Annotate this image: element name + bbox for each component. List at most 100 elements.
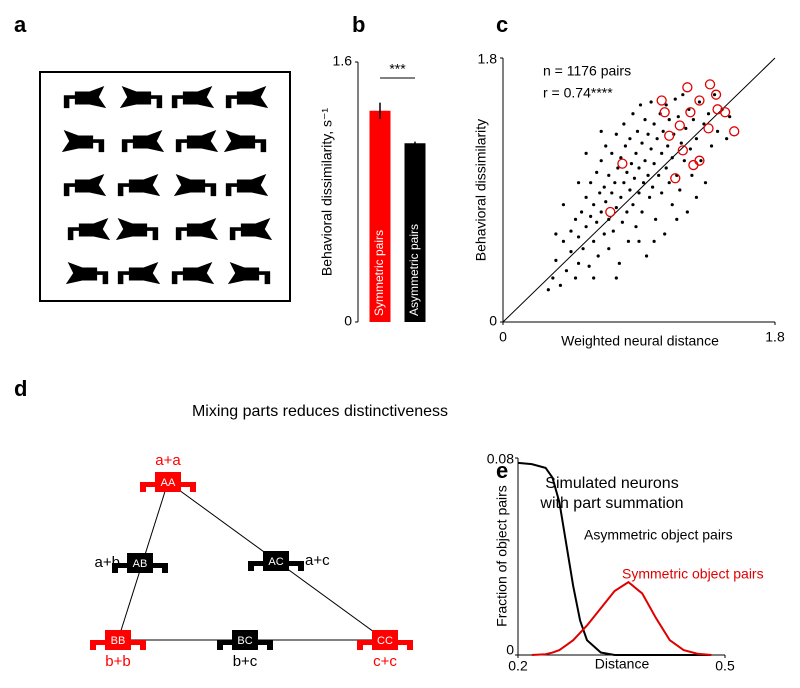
point: [690, 173, 694, 177]
stimulus-shape: [115, 218, 159, 241]
bar: [369, 110, 391, 322]
point: [709, 144, 714, 148]
point: [561, 239, 566, 243]
point: [634, 225, 638, 229]
annotation: r = 0.74****: [543, 85, 613, 101]
stimulus-shape: [117, 262, 161, 285]
x-tick-label: 0: [499, 329, 507, 345]
stimulus-shape: [67, 218, 111, 241]
point: [610, 191, 614, 195]
point: [610, 151, 614, 155]
highlight-point: [685, 107, 696, 118]
point: [599, 210, 603, 214]
category-label: Asymmetric pairs: [407, 224, 421, 316]
point: [596, 254, 600, 258]
point: [675, 217, 679, 221]
point: [584, 195, 588, 199]
node-label: a+b: [95, 554, 120, 571]
point: [625, 170, 629, 174]
point: [699, 159, 703, 163]
annotation: n = 1176 pairs: [543, 63, 631, 79]
node: AB a+b: [95, 553, 168, 573]
point: [589, 181, 593, 185]
point: [554, 232, 558, 236]
node-box: [263, 551, 289, 571]
point: [619, 195, 623, 199]
point: [632, 176, 637, 180]
point: [576, 235, 581, 239]
stimulus-shape: [121, 130, 165, 153]
x-axis-title: Distance: [595, 656, 650, 672]
point: [703, 181, 708, 185]
stimulus-grid: [61, 86, 273, 285]
x-tick-label: 0.5: [715, 658, 735, 674]
point: [661, 129, 665, 133]
point: [602, 185, 606, 189]
point: [640, 210, 644, 214]
point: [614, 132, 618, 136]
line: [531, 580, 712, 656]
point: [679, 141, 683, 145]
point: [697, 100, 702, 104]
point: [625, 210, 629, 214]
point: [664, 103, 668, 107]
point: [643, 159, 647, 163]
y-tick-label: 0: [344, 313, 352, 329]
highlight-point: [656, 95, 667, 106]
series-label: Symmetric object pairs: [622, 566, 764, 582]
highlight-point: [605, 206, 616, 218]
highlight-point: [677, 145, 688, 156]
point: [569, 250, 573, 254]
point: [579, 210, 584, 214]
stimulus-shape: [175, 218, 219, 241]
point: [682, 159, 686, 163]
point: [631, 112, 635, 116]
highlight-point: [703, 123, 714, 134]
diagram-title: Mixing parts reduces distinctiveness: [192, 403, 448, 420]
point: [576, 181, 581, 185]
point: [607, 217, 611, 221]
point: [607, 247, 611, 251]
point: [622, 181, 626, 185]
series-label: Asymmetric object pairs: [584, 527, 733, 543]
point: [604, 144, 608, 148]
point: [628, 137, 632, 141]
point: [702, 122, 706, 126]
point: [573, 276, 578, 280]
stimulus-shape: [225, 86, 269, 109]
point: [681, 93, 685, 97]
highlight-point: [688, 159, 699, 171]
point: [684, 126, 688, 130]
stimulus-shape: [63, 174, 107, 197]
point: [584, 151, 588, 155]
highlight-point: [670, 173, 681, 184]
point: [595, 220, 599, 224]
node-code: CC: [377, 635, 393, 647]
x-tick-label: 1.8: [765, 329, 785, 345]
point: [554, 258, 558, 262]
stimulus-shape: [175, 130, 219, 153]
node-code: AA: [161, 477, 176, 489]
point: [604, 200, 608, 204]
stimulus-shape: [63, 86, 107, 109]
highlight-point: [694, 95, 705, 106]
point: [576, 261, 581, 265]
stimulus-shape: [173, 174, 217, 197]
point: [663, 232, 667, 236]
point: [660, 191, 664, 195]
point: [685, 210, 689, 214]
point: [599, 159, 603, 163]
point: [678, 188, 682, 192]
point: [634, 151, 638, 155]
node-box: [372, 630, 398, 650]
y-axis-title: Behavioral dissimilarity, s⁻¹: [319, 108, 335, 277]
point: [643, 118, 647, 122]
y-tick-label: 0: [489, 313, 497, 329]
panel-label: d: [14, 376, 27, 401]
point: [613, 181, 617, 185]
node: AC a+c: [248, 551, 330, 571]
point: [626, 239, 631, 243]
point: [589, 214, 593, 218]
point: [667, 181, 671, 185]
